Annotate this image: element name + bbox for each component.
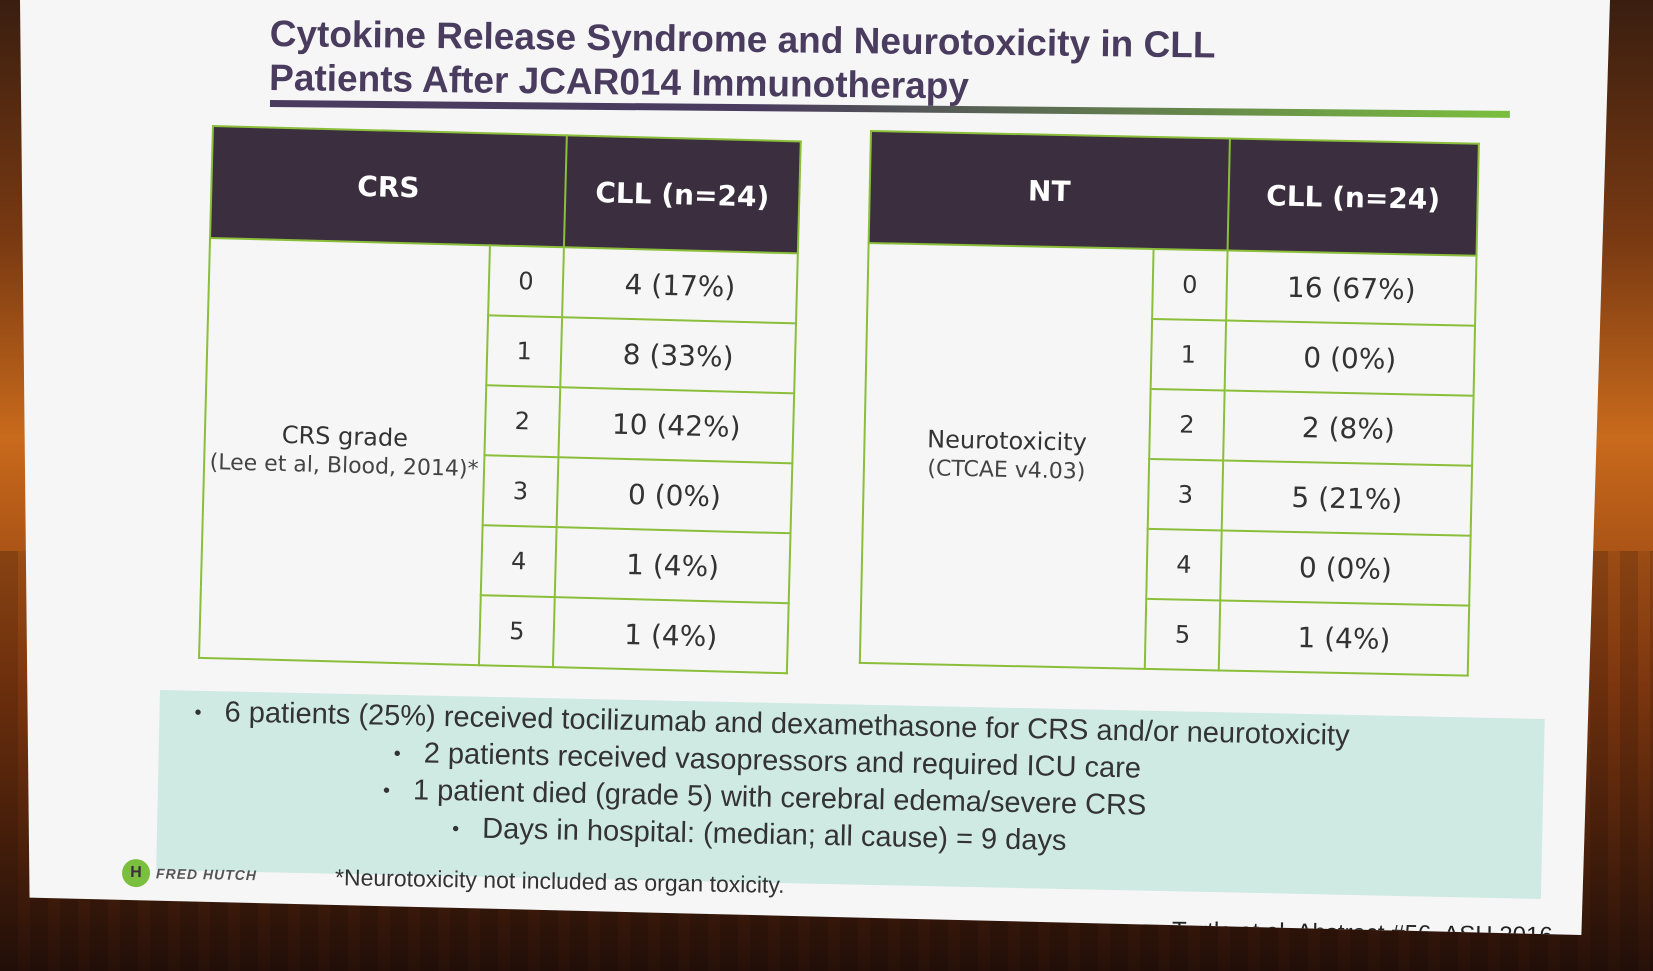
slide-title: Cytokine Release Syndrome and Neurotoxic… xyxy=(269,12,1470,115)
crs-value: 1 (4%) xyxy=(554,527,791,604)
nt-value: 2 (8%) xyxy=(1223,390,1474,466)
nt-grade: 0 xyxy=(1152,248,1228,321)
fred-hutch-logo-icon: H xyxy=(121,858,151,888)
crs-table: CRS CLL (n=24) CRS grade (Lee et al, Blo… xyxy=(198,125,802,674)
nt-label-main: Neurotoxicity xyxy=(926,425,1088,457)
nt-grade: 3 xyxy=(1147,458,1224,531)
nt-value: 5 (21%) xyxy=(1221,460,1473,536)
nt-value: 0 (0%) xyxy=(1220,530,1471,606)
nt-grade: 4 xyxy=(1146,528,1222,601)
logo-text: FRED HUTCH xyxy=(155,865,258,884)
presentation-slide: Cytokine Release Syndrome and Neurotoxic… xyxy=(20,0,1610,935)
nt-value: 16 (67%) xyxy=(1226,250,1477,326)
bullet-icon: • xyxy=(194,701,202,724)
nt-label-sub: (CTCAE v4.03) xyxy=(927,456,1086,485)
note-text: Days in hospital: (median; all cause) = … xyxy=(481,812,1067,858)
crs-header-label: CRS xyxy=(210,126,567,248)
table-row: CRS grade (Lee et al, Blood, 2014)* 0 4 … xyxy=(199,237,798,666)
fred-hutch-logo: H FRED HUTCH xyxy=(121,858,258,889)
nt-value: 0 (0%) xyxy=(1224,320,1476,396)
bullet-icon: • xyxy=(382,779,391,802)
crs-value: 8 (33%) xyxy=(560,317,797,394)
nt-header-cohort: CLL (n=24) xyxy=(1227,138,1479,256)
table-row: Neurotoxicity (CTCAE v4.03) 0 16 (67%) xyxy=(859,242,1477,669)
crs-grade: 0 xyxy=(488,245,564,318)
crs-value: 0 (0%) xyxy=(556,457,793,534)
nt-grade: 1 xyxy=(1150,318,1227,391)
nt-table: NT CLL (n=24) Neurotoxicity (CTCAE v4.03… xyxy=(859,130,1480,677)
crs-header-cohort: CLL (n=24) xyxy=(563,135,801,254)
bullet-icon: • xyxy=(451,817,460,841)
crs-grade: 1 xyxy=(486,315,563,388)
crs-value: 1 (4%) xyxy=(552,597,789,674)
crs-label-sub: (Lee et al, Blood, 2014)* xyxy=(209,450,479,483)
crs-grade: 3 xyxy=(482,455,559,528)
crs-grade: 4 xyxy=(480,525,557,598)
crs-grade: 2 xyxy=(484,385,561,458)
nt-value: 1 (4%) xyxy=(1218,600,1470,676)
crs-grade: 5 xyxy=(478,595,555,668)
nt-grade-label: Neurotoxicity (CTCAE v4.03) xyxy=(859,242,1154,669)
crs-value: 4 (17%) xyxy=(562,247,798,324)
bullet-icon: • xyxy=(393,742,401,765)
crs-grade-label: CRS grade (Lee et al, Blood, 2014)* xyxy=(199,237,490,666)
nt-grade: 5 xyxy=(1144,598,1221,671)
nt-grade: 2 xyxy=(1149,388,1225,461)
crs-label-main: CRS grade xyxy=(281,420,409,453)
nt-header-label: NT xyxy=(868,131,1230,251)
crs-value: 10 (42%) xyxy=(558,387,795,464)
